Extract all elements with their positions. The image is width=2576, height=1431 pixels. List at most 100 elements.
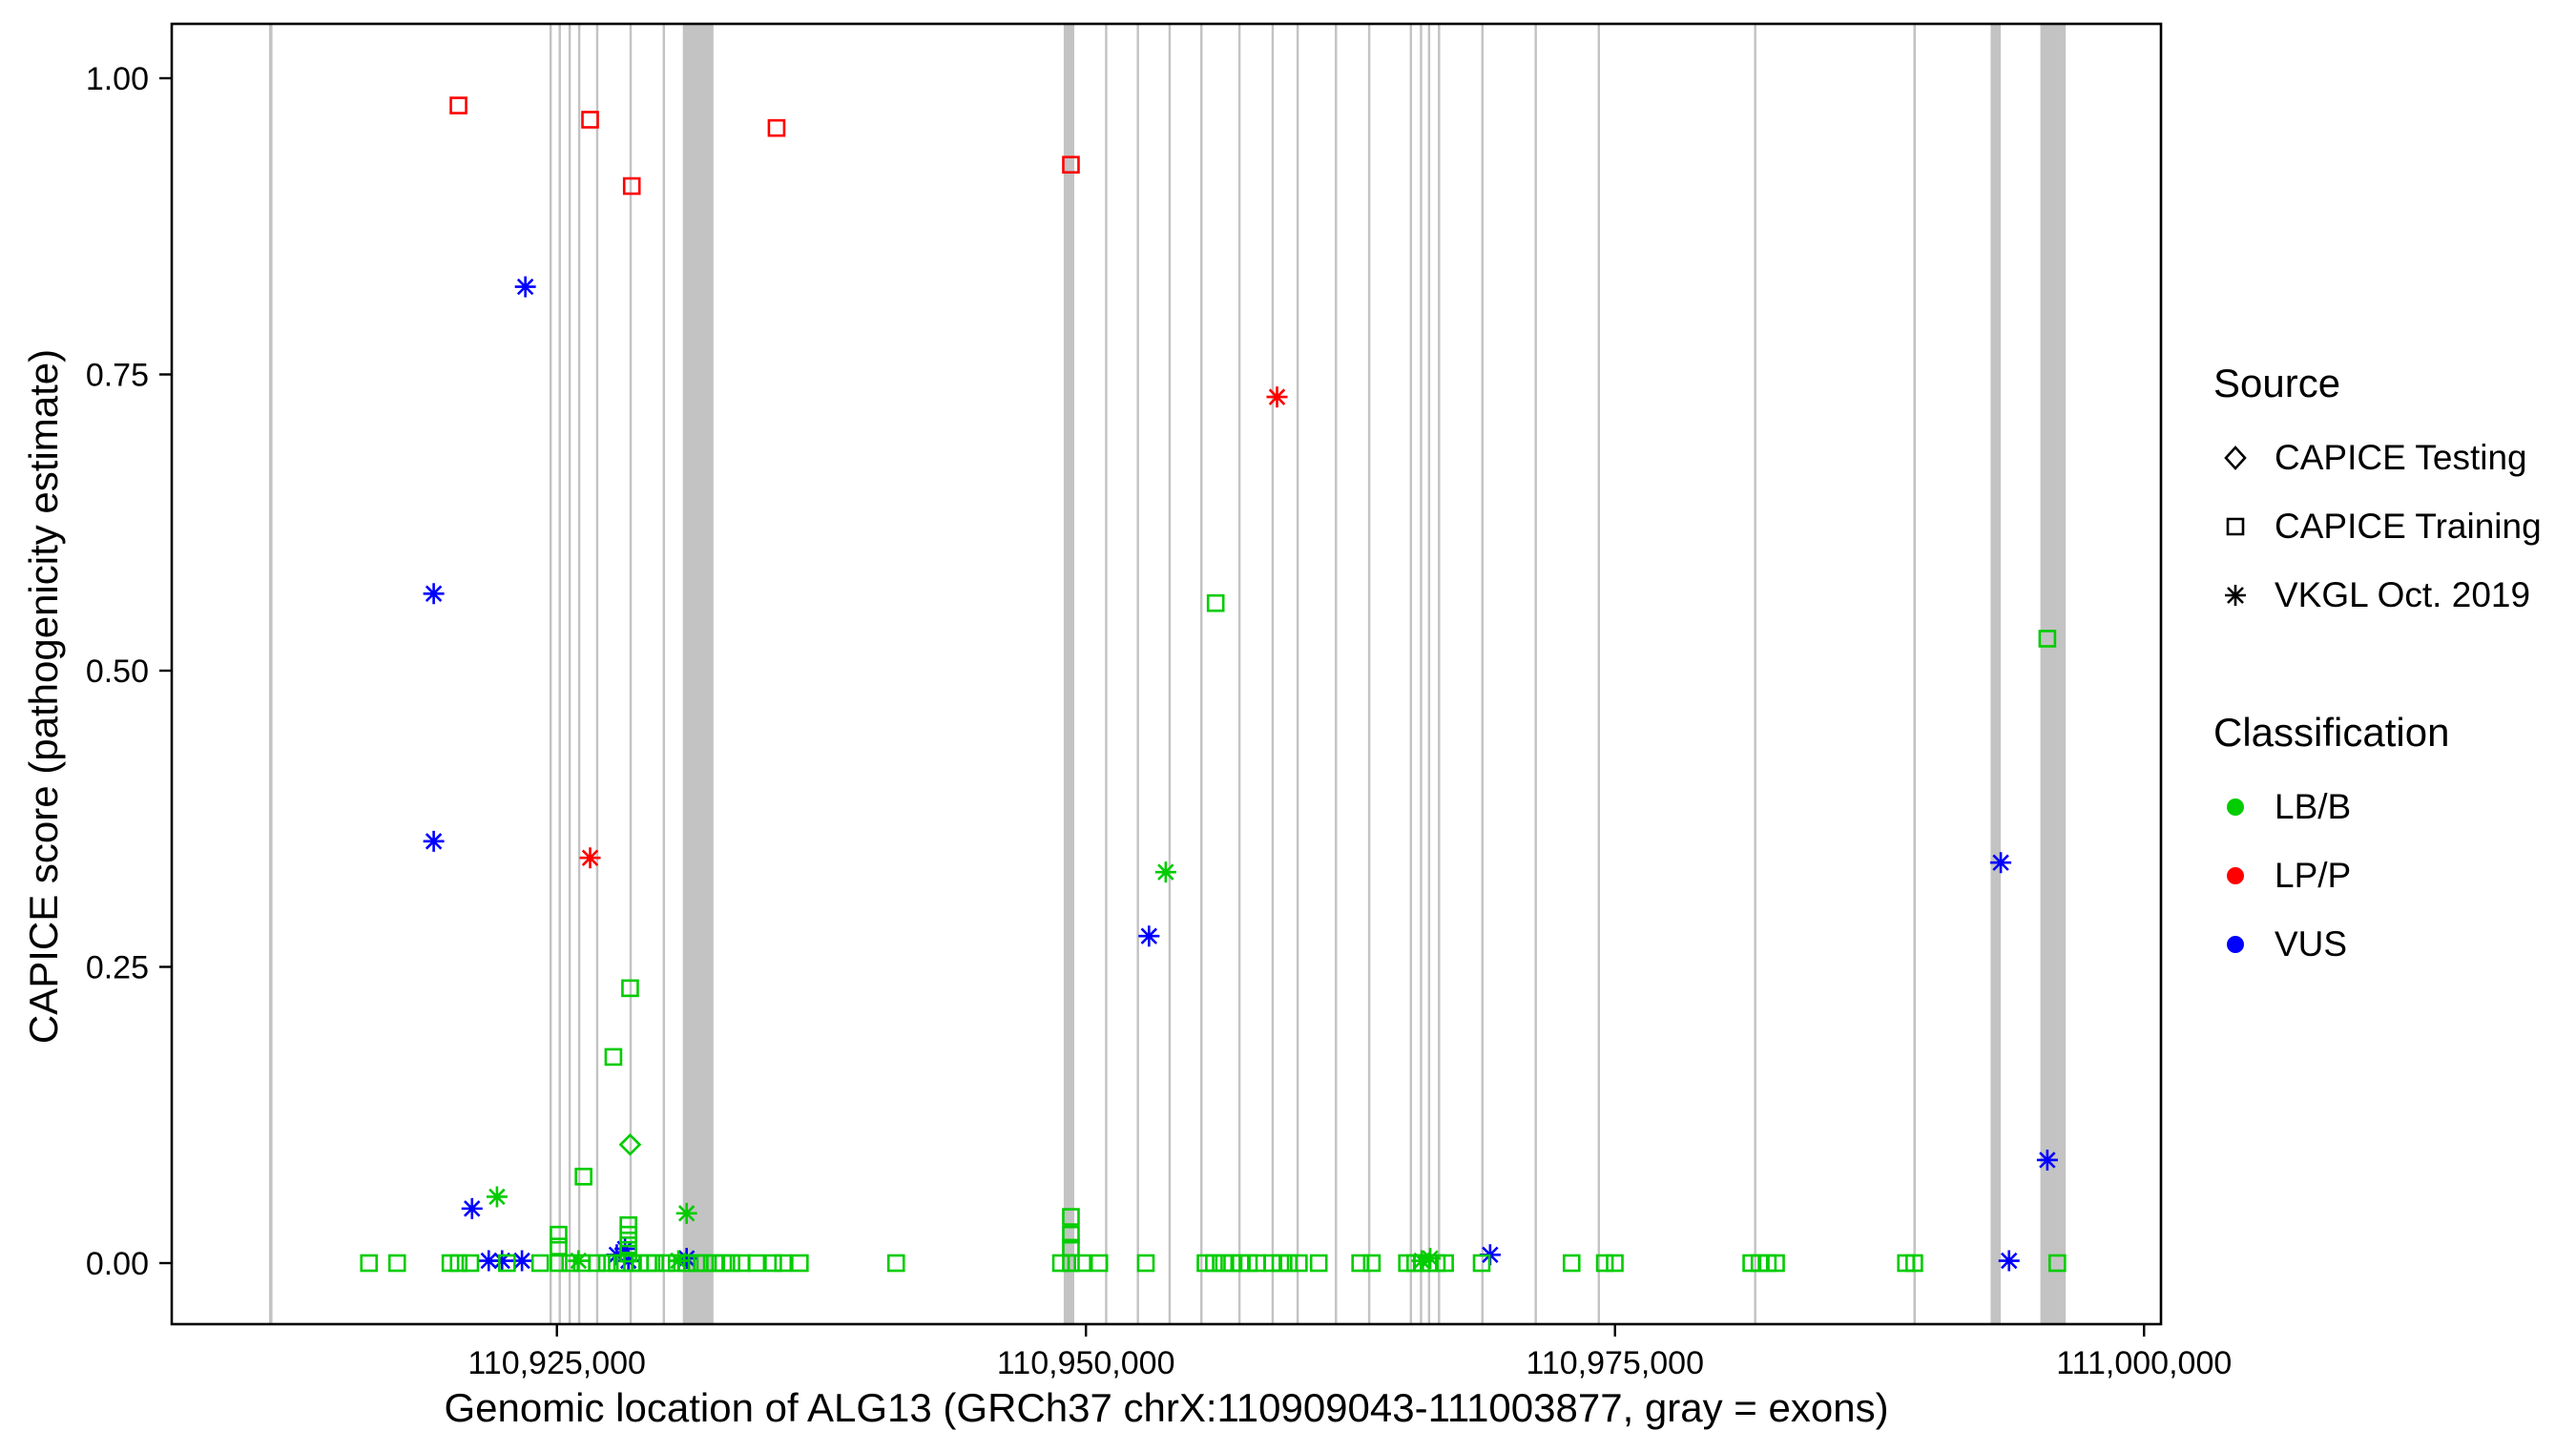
data-point square-marker xyxy=(1562,1254,1581,1273)
legend-class-item-lpp-label: LP/P xyxy=(2275,856,2352,895)
legend-source-item-asterisk: VKGL Oct. 2019 xyxy=(2213,561,2566,630)
data-point square-marker xyxy=(1062,156,1080,174)
x-axis-title: Genomic location of ALG13 (GRCh37 chrX:1… xyxy=(444,1385,1889,1430)
exon-band xyxy=(1237,24,1241,1324)
panel-border xyxy=(170,22,2163,1326)
data-point square-marker xyxy=(657,1254,676,1273)
data-point square-marker xyxy=(588,1254,606,1273)
y-axis-title: CAPICE score (pathogenicity estimate) xyxy=(21,348,66,1045)
data-point square-marker xyxy=(1279,1254,1298,1273)
data-point square-marker xyxy=(1436,1254,1454,1273)
exon-band xyxy=(568,24,571,1324)
data-point square-marker xyxy=(1362,1254,1381,1273)
legend: Source CAPICE Testing CAPICE Training VKGL… xyxy=(2213,361,2566,979)
exon-band xyxy=(1199,24,1203,1324)
data-point square-marker xyxy=(696,1254,715,1273)
legend-classification-items: LB/B LP/P VUS xyxy=(2213,773,2566,979)
exon-band xyxy=(1534,24,1537,1324)
data-point square-marker xyxy=(1073,1254,1091,1273)
data-point square-marker xyxy=(1606,1254,1624,1273)
exon-band xyxy=(269,24,273,1324)
legend-source-item-square-label: CAPICE Training xyxy=(2275,507,2542,546)
plot-panel xyxy=(172,24,2161,1324)
asterisk-icon xyxy=(2225,585,2246,606)
exon-band xyxy=(1063,24,1075,1324)
data-point asterisk-marker xyxy=(614,1238,636,1260)
legend-source-item-square: CAPICE Training xyxy=(2213,492,2566,561)
data-point asterisk-marker xyxy=(2036,1149,2058,1171)
data-point square-marker xyxy=(1206,593,1225,612)
y-tick-label: 0.25 xyxy=(86,950,149,986)
exon-band xyxy=(577,24,581,1324)
data-point asterisk-marker xyxy=(579,847,601,869)
exon-band xyxy=(1367,24,1371,1324)
x-tick-label: 110,925,000 xyxy=(467,1345,646,1381)
data-point square-marker xyxy=(1351,1254,1369,1273)
data-point square-marker xyxy=(1595,1254,1614,1273)
data-point square-marker xyxy=(449,1254,468,1273)
exon-band xyxy=(1427,24,1431,1324)
legend-source-item-diamond-label: CAPICE Testing xyxy=(2275,438,2527,477)
x-tick-label: 110,950,000 xyxy=(997,1345,1175,1381)
exon-band xyxy=(682,24,714,1324)
data-point asterisk-marker xyxy=(675,1202,697,1224)
legend-source-item-asterisk-label: VKGL Oct. 2019 xyxy=(2275,575,2531,614)
data-point square-marker xyxy=(1051,1254,1070,1273)
data-point square-marker xyxy=(767,118,786,137)
data-point asterisk-marker xyxy=(461,1197,483,1219)
data-point asterisk-marker xyxy=(486,1186,508,1208)
x-tick-label: 110,975,000 xyxy=(1526,1345,1704,1381)
data-point square-marker xyxy=(1905,1254,1923,1273)
data-point asterisk-marker xyxy=(675,1248,697,1270)
data-point asterisk-marker xyxy=(1266,386,1288,408)
data-point square-marker xyxy=(449,96,467,114)
data-point square-marker xyxy=(581,111,599,129)
circle-icon xyxy=(2227,936,2244,953)
exon-band xyxy=(1990,24,2002,1324)
data-point square-marker xyxy=(1136,1254,1155,1273)
exon-band xyxy=(558,24,561,1324)
legend-class-item-lbb-label: LB/B xyxy=(2275,787,2352,826)
data-point square-marker xyxy=(550,1254,568,1273)
data-point square-marker xyxy=(498,1254,516,1273)
data-point square-marker xyxy=(597,1254,616,1273)
y-tick-label: 0.00 xyxy=(86,1246,149,1282)
circle-icon xyxy=(2227,867,2244,884)
exon-band xyxy=(662,24,666,1324)
data-point square-marker xyxy=(1090,1254,1109,1273)
data-point diamond-marker xyxy=(618,1132,642,1156)
data-point square-marker xyxy=(574,1168,592,1186)
data-point square-marker xyxy=(722,1254,740,1273)
exon-band xyxy=(1168,24,1172,1324)
exon-band xyxy=(1271,24,1275,1324)
exon-band xyxy=(1136,24,1139,1324)
data-point square-marker xyxy=(550,1237,568,1255)
data-point square-marker xyxy=(774,1254,793,1273)
legend-class-item-vus-label: VUS xyxy=(2275,924,2348,964)
data-point asterisk-marker xyxy=(478,1250,500,1272)
data-point asterisk-marker xyxy=(1990,852,2012,874)
data-point square-marker xyxy=(791,1254,809,1273)
data-point square-marker xyxy=(360,1254,379,1273)
data-point asterisk-marker xyxy=(423,830,445,852)
data-point square-marker xyxy=(1309,1254,1328,1273)
data-point square-marker xyxy=(764,1254,782,1273)
exon-band xyxy=(1296,24,1299,1324)
legend-class-item-vus: VUS xyxy=(2213,910,2566,979)
exon-band xyxy=(1105,24,1108,1324)
diamond-icon xyxy=(2224,446,2247,470)
data-point square-marker xyxy=(2048,1254,2067,1273)
exon-band xyxy=(1754,24,1756,1324)
square-icon xyxy=(2226,517,2245,536)
circle-icon xyxy=(2227,798,2244,816)
data-point square-marker xyxy=(619,1215,637,1234)
data-point square-marker xyxy=(667,1254,686,1273)
exon-band xyxy=(1420,24,1423,1324)
exon-band xyxy=(1913,24,1917,1324)
data-point square-marker xyxy=(2038,630,2057,648)
y-tick-label: 1.00 xyxy=(86,61,149,97)
exon-band xyxy=(2040,24,2067,1324)
data-point square-marker xyxy=(550,1225,568,1244)
